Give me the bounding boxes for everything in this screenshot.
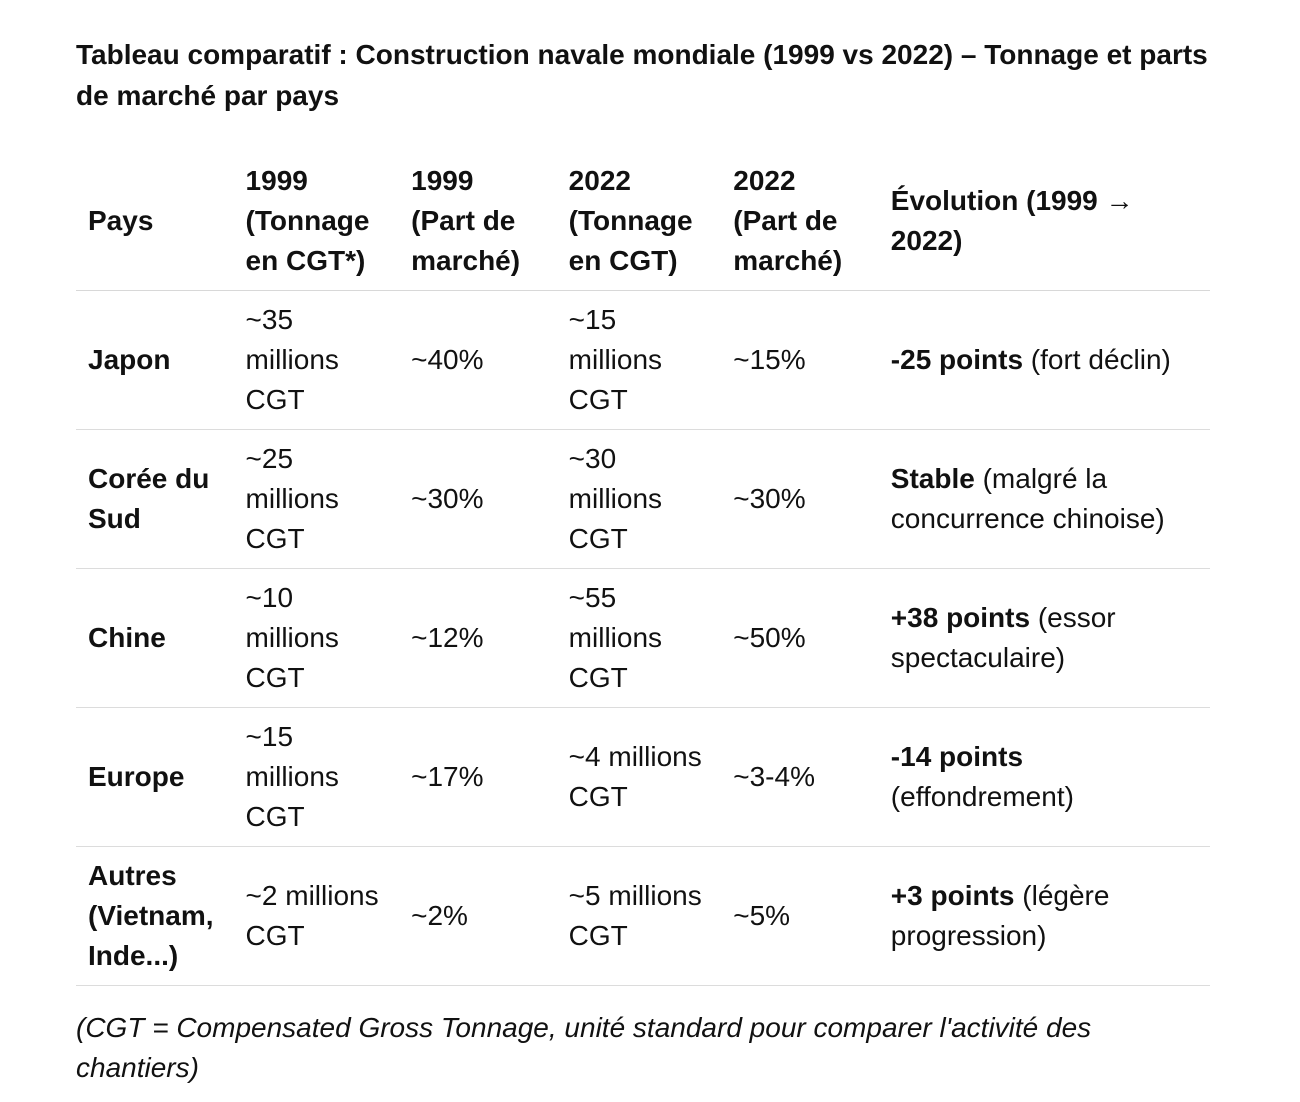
cell-tonnage-2022: ~30 millions CGT [556, 429, 722, 569]
cell-part-2022: ~15% [721, 290, 879, 430]
table-header: Pays 1999 (Tonnage en CGT*) 1999 (Part d… [76, 152, 1210, 291]
cell-part-1999: ~17% [399, 707, 557, 847]
cell-part-1999: ~40% [399, 290, 557, 430]
footnote: (CGT = Compensated Gross Tonnage, unité … [76, 1012, 1092, 1083]
cell-part-2022: ~3-4% [721, 707, 879, 847]
evolution-note: (effondrement) [890, 781, 1074, 812]
table-row: Autres (Vietnam, Inde...) ~2 millions CG… [76, 846, 1210, 986]
evolution-highlight: -14 points [890, 741, 1024, 772]
evolution-note: (malgré la concurrence chinoise) [890, 463, 1165, 534]
cell-tonnage-1999: ~10 millions CGT [233, 568, 400, 708]
cell-part-1999: ~2% [399, 846, 557, 986]
header-tonnage-1999: 1999 (Tonnage en CGT*) [233, 152, 400, 291]
evolution-highlight: +38 points [890, 602, 1031, 633]
cell-evolution: -25 points (fort déclin) [878, 290, 1210, 430]
cell-evolution: +38 points (essor spectaculaire) [878, 568, 1210, 708]
cell-part-2022: ~30% [721, 429, 879, 569]
header-tonnage-2022: 2022 (Tonnage en CGT) [556, 152, 722, 291]
evolution-note: (légère progression) [890, 880, 1110, 951]
cell-tonnage-1999: ~2 millions CGT [233, 846, 400, 986]
evolution-highlight: +3 points [890, 880, 1015, 911]
header-part-2022: 2022 (Part de marché) [721, 152, 879, 291]
cell-pays: Europe [76, 707, 234, 847]
evolution-highlight: Stable [890, 463, 975, 494]
cell-part-1999: ~12% [399, 568, 557, 708]
cell-part-1999: ~30% [399, 429, 557, 569]
cell-part-2022: ~50% [721, 568, 879, 708]
evolution-highlight: -25 points [890, 344, 1024, 375]
cell-pays: Autres (Vietnam, Inde...) [76, 846, 234, 986]
cell-tonnage-2022: ~15 millions CGT [556, 290, 722, 430]
document-title: Tableau comparatif : Construction navale… [76, 39, 1208, 111]
table-row: Japon ~35 millions CGT ~40% ~15 millions… [76, 290, 1210, 430]
cell-evolution: Stable (malgré la concurrence chinoise) [878, 429, 1210, 569]
evolution-note: (essor spectaculaire) [890, 602, 1116, 673]
cell-pays: Japon [76, 290, 234, 430]
table-body: Japon ~35 millions CGT ~40% ~15 millions… [76, 290, 1210, 986]
header-row: Pays 1999 (Tonnage en CGT*) 1999 (Part d… [76, 152, 1210, 291]
cell-tonnage-2022: ~55 millions CGT [556, 568, 722, 708]
cell-evolution: -14 points (effondrement) [878, 707, 1210, 847]
evolution-note: (fort déclin) [1023, 344, 1171, 375]
cell-pays: Chine [76, 568, 234, 708]
header-part-1999: 1999 (Part de marché) [399, 152, 557, 291]
cell-tonnage-1999: ~25 millions CGT [233, 429, 400, 569]
header-evolution: Évolution (1999 → 2022) [878, 152, 1210, 291]
cell-pays: Corée du Sud [76, 429, 234, 569]
table-row: Europe ~15 millions CGT ~17% ~4 millions… [76, 707, 1210, 847]
document-page: Tableau comparatif : Construction navale… [76, 39, 1210, 1083]
table-row: Chine ~10 millions CGT ~12% ~55 millions… [76, 568, 1210, 708]
cell-evolution: +3 points (légère progression) [878, 846, 1210, 986]
comparison-table: Pays 1999 (Tonnage en CGT*) 1999 (Part d… [76, 152, 1210, 986]
cell-tonnage-2022: ~4 millions CGT [556, 707, 722, 847]
cell-tonnage-1999: ~15 millions CGT [233, 707, 400, 847]
cell-part-2022: ~5% [721, 846, 879, 986]
table-row: Corée du Sud ~25 millions CGT ~30% ~30 m… [76, 429, 1210, 569]
header-pays: Pays [76, 152, 234, 291]
cell-tonnage-1999: ~35 millions CGT [233, 290, 400, 430]
cell-tonnage-2022: ~5 millions CGT [556, 846, 722, 986]
